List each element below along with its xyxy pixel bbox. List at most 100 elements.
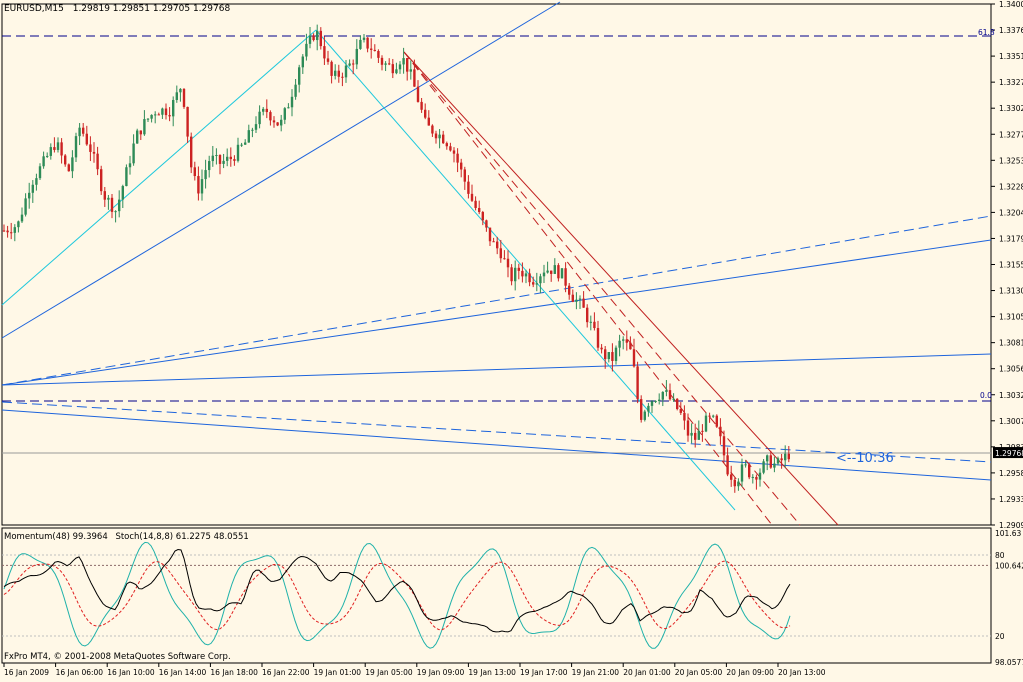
candle-body — [258, 111, 261, 125]
candle-body — [197, 176, 200, 194]
indicator-pane-frame — [1, 527, 992, 664]
candle-body — [629, 342, 632, 350]
candle-body — [211, 155, 214, 162]
candle-body — [128, 163, 132, 168]
candle-body — [654, 400, 657, 402]
candle-body — [215, 155, 218, 157]
candle-body — [143, 119, 146, 135]
candle-body — [762, 461, 765, 473]
time-tick-label: 16 Jan 06:00 — [56, 668, 104, 677]
candle-body — [96, 153, 99, 170]
candle-body — [546, 270, 549, 273]
candle-body — [510, 267, 513, 282]
time-tick-label: 20 Jan 13:00 — [778, 668, 826, 677]
candle-body — [10, 232, 13, 234]
candle-body — [481, 212, 484, 221]
price-tick-label: 1.30565 — [999, 365, 1023, 374]
candle-body — [298, 67, 301, 85]
candle-body — [301, 56, 304, 68]
candle-body — [100, 169, 103, 192]
indicator-header: Momentum(48) 99.3964 Stoch(14,8,8) 61.22… — [4, 532, 249, 542]
candle-body — [586, 307, 589, 323]
price-tick-label: 1.31300 — [999, 287, 1023, 296]
candle-body — [542, 272, 546, 277]
candle-body — [53, 147, 56, 150]
candle-body — [704, 415, 708, 432]
candle-body — [146, 118, 150, 120]
candle-body — [665, 390, 668, 392]
fib-label-0: 0.0 — [980, 391, 992, 400]
candle-body — [632, 349, 636, 367]
candle-body — [618, 340, 621, 348]
candle-body — [182, 88, 186, 107]
candle-body — [384, 63, 387, 65]
candle-body — [280, 119, 283, 126]
candle-body — [226, 156, 229, 161]
candle-body — [229, 156, 232, 160]
candle-body — [150, 114, 153, 119]
candle-body — [319, 30, 322, 47]
candle-body — [35, 178, 38, 185]
candle-body — [312, 35, 315, 41]
candle-body — [773, 463, 776, 468]
candle-body — [326, 58, 330, 62]
candle-body — [564, 268, 567, 286]
candle-body — [287, 107, 290, 109]
candle-body — [589, 321, 592, 323]
candle-body — [28, 192, 31, 199]
time-axis: 16 Jan 2009 16 Jan 06:00 16 Jan 10:00 16 Ja… — [3, 663, 826, 677]
candle-body — [38, 166, 42, 179]
candle-body — [186, 106, 189, 137]
candle-body — [377, 50, 380, 58]
candle-body — [71, 157, 74, 172]
candle-body — [103, 191, 106, 200]
momentum-header: Momentum(48) 99.3964 — [4, 532, 108, 542]
candle-body — [60, 142, 63, 156]
candle-body — [434, 133, 438, 139]
time-tick-label: 16 Jan 2009 — [4, 668, 49, 677]
price-tick-label: 1.32285 — [999, 182, 1023, 191]
symbol-header: EURUSD,M15 1.29819 1.29851 1.29705 1.297… — [4, 4, 230, 14]
price-tick-label: 1.32775 — [999, 130, 1023, 139]
candle-body — [679, 409, 682, 413]
price-tick-label: 1.33515 — [999, 52, 1023, 61]
candle-body — [730, 474, 733, 480]
price-tick-label: 1.30075 — [999, 417, 1023, 426]
candle-body — [323, 46, 326, 59]
candle-body — [2, 230, 6, 232]
candle-body — [290, 96, 294, 108]
candle-body — [485, 220, 488, 228]
candle-body — [355, 48, 358, 65]
candle-body — [168, 115, 171, 117]
candle-body — [125, 167, 128, 187]
candle-body — [701, 430, 704, 432]
candle-body — [604, 349, 607, 360]
trendline-3 — [1, 353, 992, 386]
candle-body — [175, 92, 178, 100]
candle-body — [373, 49, 376, 51]
candle-body — [283, 108, 286, 120]
price-tick-label: 1.32040 — [999, 208, 1023, 217]
indicator-axis-label: 100.6421 — [995, 561, 1023, 570]
momentum-line — [3, 548, 791, 633]
candle-body — [506, 258, 510, 268]
candle-body — [496, 241, 499, 249]
candle-body — [6, 230, 9, 233]
candle-body — [668, 390, 672, 400]
candle-body — [46, 155, 49, 157]
candle-body — [420, 101, 423, 110]
candle-body — [726, 455, 729, 475]
candle-body — [708, 415, 711, 417]
candle-body — [222, 160, 225, 164]
candle-body — [424, 109, 427, 118]
candle-body — [42, 156, 45, 167]
candle-body — [262, 108, 265, 112]
candle-body — [474, 200, 477, 208]
candle-body — [769, 455, 772, 468]
candle-body — [164, 108, 168, 116]
indicator-axis-label: 80 — [995, 551, 1005, 560]
time-tick-label: 19 Jan 17:00 — [520, 668, 568, 677]
